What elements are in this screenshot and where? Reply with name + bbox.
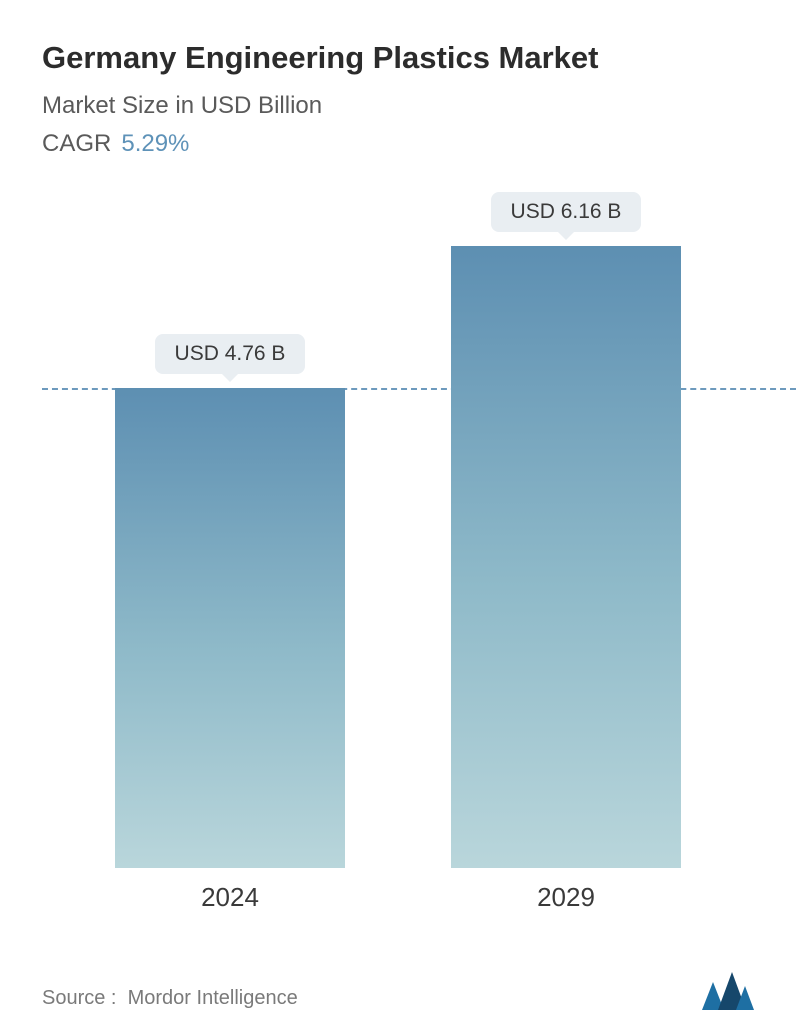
source-label: Source : <box>42 987 116 1009</box>
chart-header: Germany Engineering Plastics Market Mark… <box>42 38 754 158</box>
cagr-label: CAGR <box>42 130 111 157</box>
chart-container: Germany Engineering Plastics Market Mark… <box>0 0 796 1034</box>
bar <box>115 388 345 868</box>
source-name: Mordor Intelligence <box>128 987 298 1009</box>
chart-title: Germany Engineering Plastics Market <box>42 38 754 78</box>
chart-footer: Source : Mordor Intelligence <box>42 972 754 1010</box>
source-text: Source : Mordor Intelligence <box>42 987 298 1010</box>
bar-group: USD 6.16 B <box>451 192 681 868</box>
x-axis-label: 2024 <box>115 882 345 913</box>
value-pill: USD 4.76 B <box>155 334 306 374</box>
bar <box>451 246 681 868</box>
value-pill: USD 6.16 B <box>491 192 642 232</box>
bar-group: USD 4.76 B <box>115 334 345 868</box>
x-axis-label: 2029 <box>451 882 681 913</box>
bars-group: USD 4.76 BUSD 6.16 B <box>42 218 754 868</box>
chart-area: USD 4.76 BUSD 6.16 B 2024 2029 <box>42 218 754 934</box>
x-axis: 2024 2029 <box>42 868 754 913</box>
cagr-value: 5.29% <box>121 130 189 157</box>
mordor-logo-icon <box>702 972 754 1010</box>
cagr-row: CAGR 5.29% <box>42 130 754 158</box>
plot: USD 4.76 BUSD 6.16 B <box>42 218 754 868</box>
chart-subtitle: Market Size in USD Billion <box>42 92 754 120</box>
